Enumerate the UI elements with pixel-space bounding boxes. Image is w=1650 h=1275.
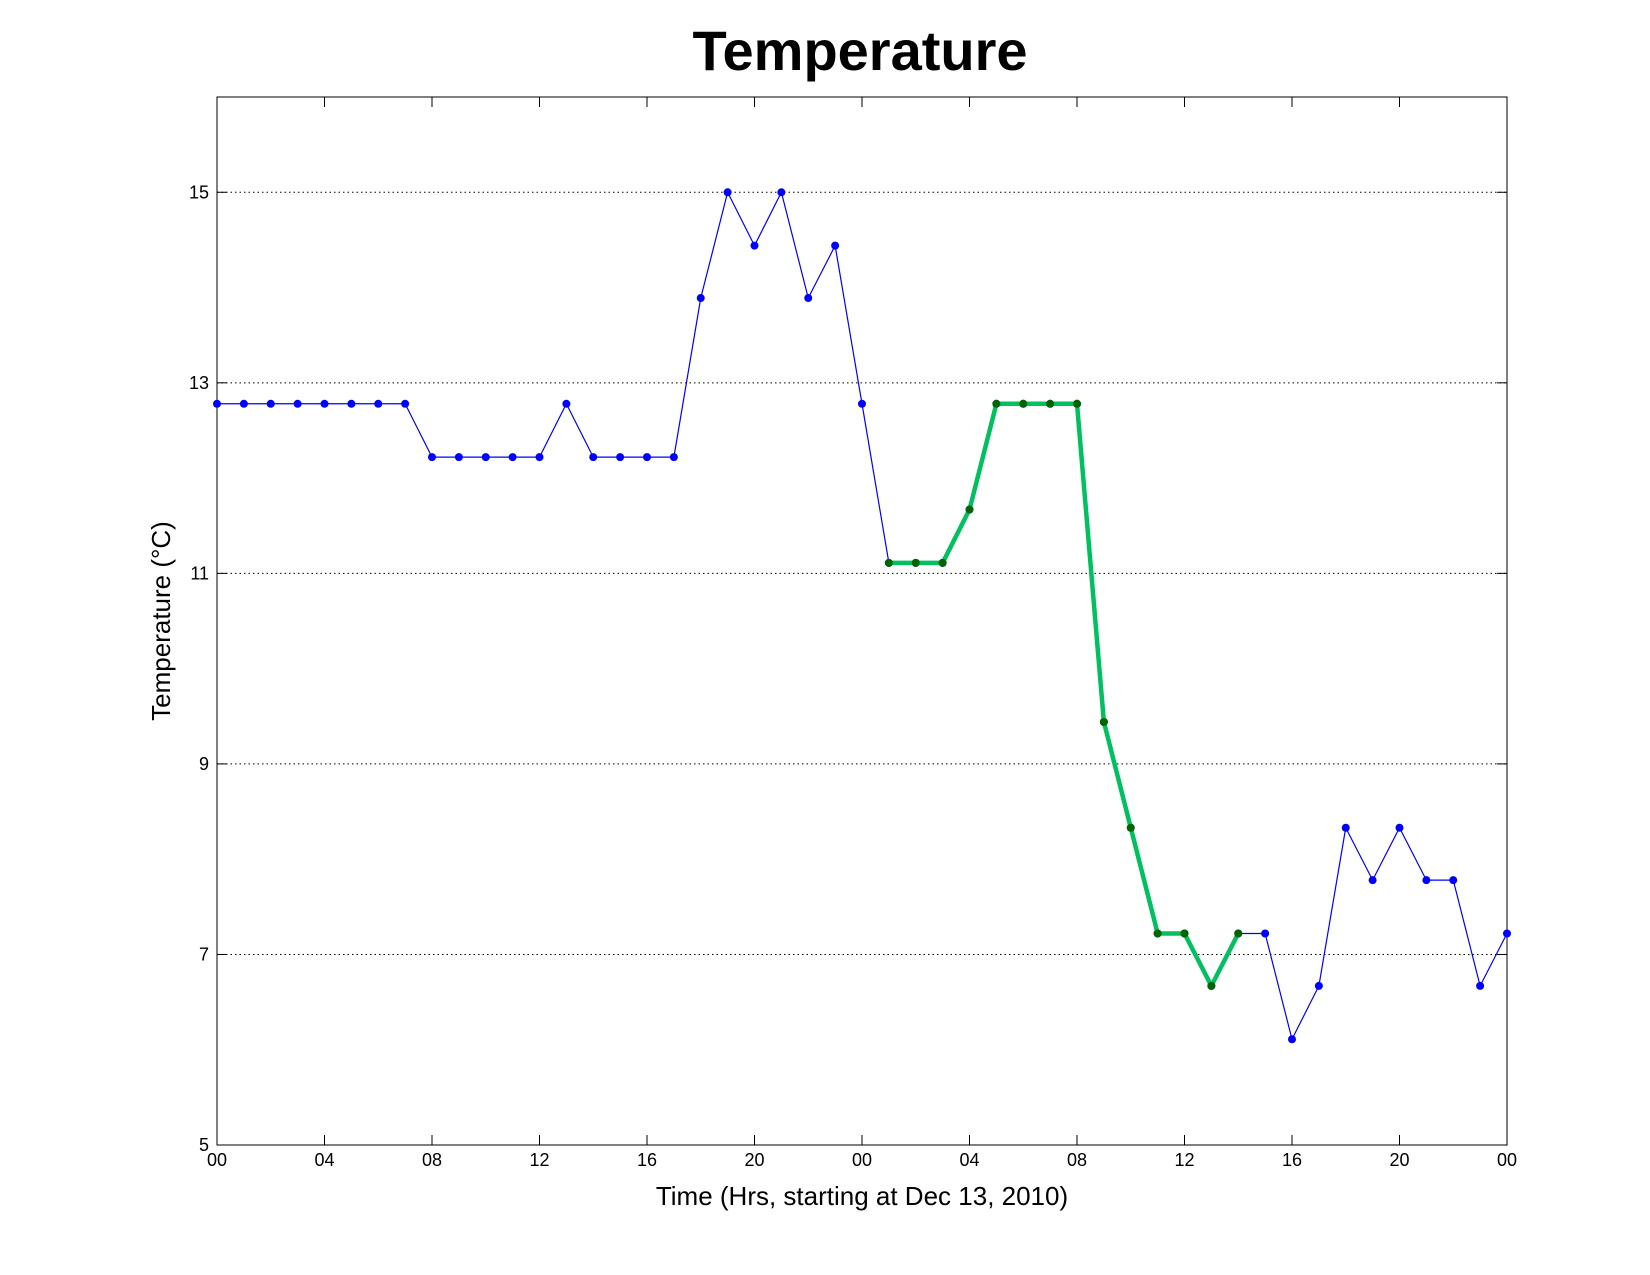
- data-point-blue: [401, 399, 410, 408]
- x-tick-label: 04: [314, 1150, 334, 1170]
- plot-frame: [216, 96, 1508, 1146]
- data-point-green: [1234, 929, 1243, 938]
- data-point-blue: [347, 399, 356, 408]
- data-point-blue: [1476, 981, 1485, 990]
- data-point-blue: [1341, 823, 1350, 832]
- data-point-blue: [428, 453, 436, 462]
- x-tick-label: 16: [1282, 1150, 1302, 1170]
- data-point-blue: [320, 399, 329, 408]
- data-point-blue: [562, 399, 571, 408]
- series-line-blue: [216, 191, 1508, 1040]
- x-tick-label: 00: [852, 1150, 872, 1170]
- data-point-blue: [481, 453, 490, 462]
- data-point-green: [911, 558, 920, 567]
- data-point-green: [1207, 981, 1216, 990]
- data-point-green: [1099, 717, 1108, 726]
- data-point-blue: [1395, 823, 1404, 832]
- x-axis-label: Time (Hrs, starting at Dec 13, 2010): [656, 1181, 1068, 1211]
- data-point-blue: [374, 399, 383, 408]
- data-point-blue: [669, 453, 678, 462]
- y-tick-label: 5: [199, 1135, 209, 1155]
- data-point-green: [1180, 929, 1189, 938]
- data-point-green: [992, 399, 1001, 408]
- data-series: [213, 188, 1511, 1044]
- data-point-blue: [508, 453, 517, 462]
- data-point-blue: [804, 294, 813, 303]
- data-point-green: [1046, 399, 1055, 408]
- y-tick-label: 15: [189, 182, 209, 202]
- data-point-green: [884, 558, 893, 567]
- data-point-blue: [1314, 981, 1323, 990]
- data-point-blue: [831, 241, 840, 250]
- x-tick-label: 12: [1174, 1150, 1194, 1170]
- data-point-blue: [293, 399, 302, 408]
- data-point-blue: [1503, 929, 1511, 938]
- x-tick-label: 20: [1389, 1150, 1409, 1170]
- data-point-green: [938, 558, 947, 567]
- data-point-blue: [213, 399, 221, 408]
- data-point-blue: [750, 241, 759, 250]
- data-point-green: [1126, 823, 1135, 832]
- axis-ticks: 5 7 9 11 13 15 00 04 08 12 16 20 00 04 08 12 16 20 00: [189, 97, 1517, 1170]
- data-point-blue: [1449, 876, 1458, 885]
- x-tick-label: 00: [207, 1150, 227, 1170]
- y-tick-label: 11: [190, 563, 209, 583]
- x-tick-label: 12: [529, 1150, 549, 1170]
- data-point-blue: [616, 453, 625, 462]
- y-tick-label: 9: [199, 754, 209, 774]
- grid-lines: [217, 191, 1507, 955]
- x-tick-label: 08: [1067, 1150, 1087, 1170]
- chart-title: Temperature: [692, 19, 1027, 82]
- data-point-blue: [1288, 1035, 1296, 1044]
- data-point-blue: [1261, 929, 1270, 938]
- data-point-blue: [454, 453, 463, 462]
- data-point-blue: [535, 453, 544, 462]
- y-tick-label: 7: [199, 944, 209, 964]
- x-tick-label: 20: [744, 1150, 764, 1170]
- data-point-blue: [239, 399, 248, 408]
- data-point-blue: [723, 188, 732, 197]
- series-line-green: [886, 401, 1241, 989]
- y-tick-label: 13: [189, 373, 209, 393]
- data-point-blue: [643, 453, 651, 462]
- data-point-blue: [696, 294, 705, 303]
- data-point-blue: [1368, 876, 1377, 885]
- data-point-green: [1073, 399, 1081, 408]
- data-point-blue: [858, 399, 866, 408]
- data-point-blue: [589, 453, 598, 462]
- data-point-green: [1153, 929, 1162, 938]
- x-tick-label: 08: [422, 1150, 442, 1170]
- x-tick-label: 16: [637, 1150, 657, 1170]
- data-point-green: [965, 505, 974, 514]
- data-point-blue: [777, 188, 786, 197]
- y-axis-label: Temperature (°C): [146, 521, 176, 721]
- x-tick-label: 04: [959, 1150, 979, 1170]
- data-point-blue: [1422, 876, 1431, 885]
- x-tick-label: 00: [1497, 1150, 1517, 1170]
- data-point-green: [1019, 399, 1028, 408]
- data-point-blue: [266, 399, 275, 408]
